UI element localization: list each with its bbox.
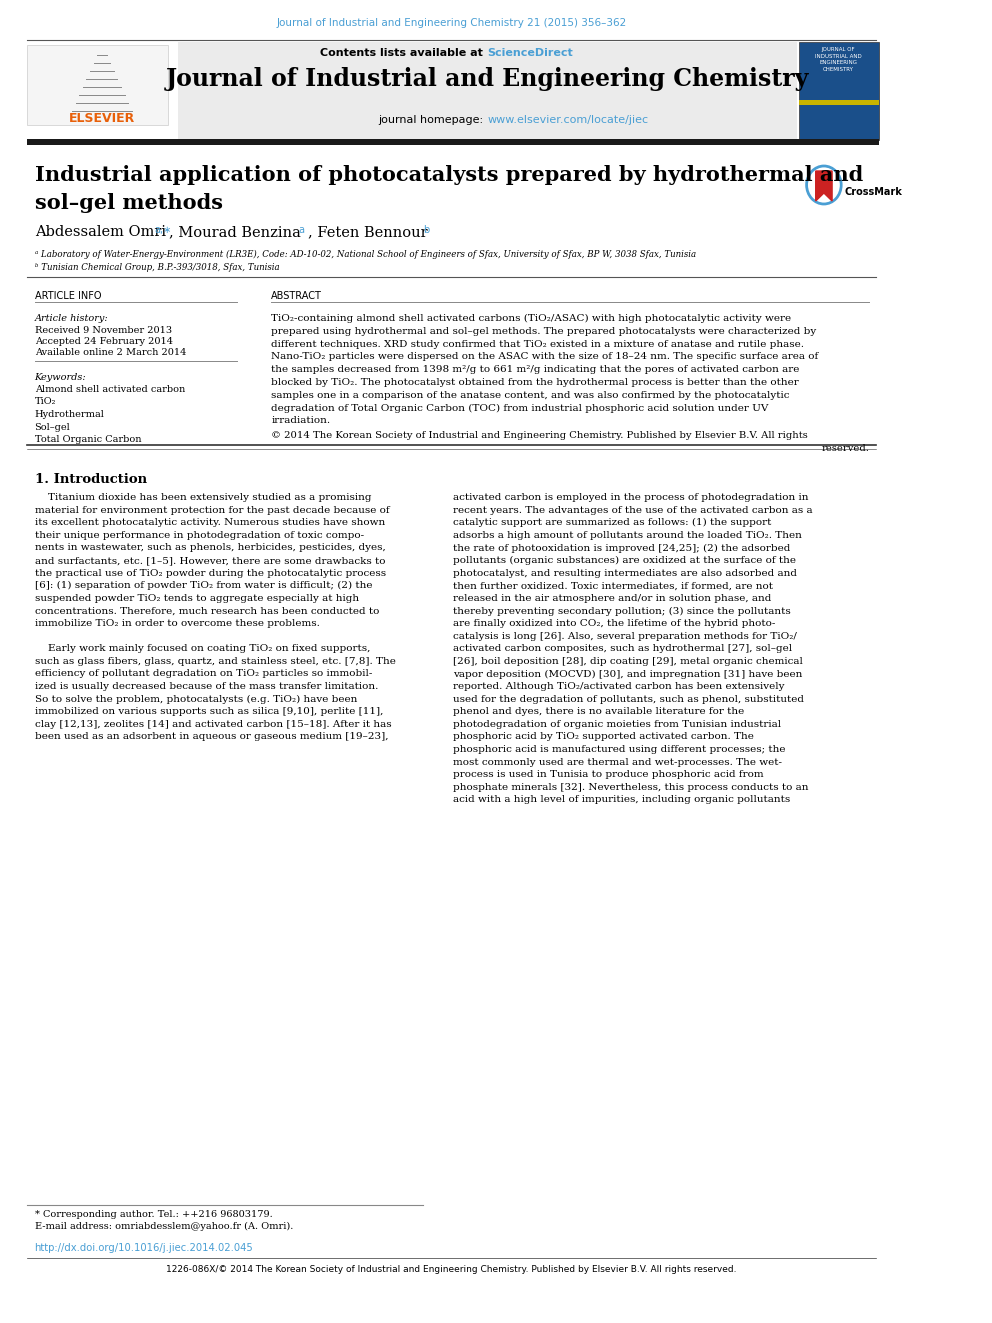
Text: reported. Although TiO₂/activated carbon has been extensively: reported. Although TiO₂/activated carbon…: [453, 681, 785, 691]
Bar: [800, 101, 879, 105]
Text: different techniques. XRD study confirmed that TiO₂ existed in a mixture of anat: different techniques. XRD study confirme…: [271, 340, 805, 348]
Text: thereby preventing secondary pollution; (3) since the pollutants: thereby preventing secondary pollution; …: [453, 606, 792, 615]
Text: then further oxidized. Toxic intermediates, if formed, are not: then further oxidized. Toxic intermediat…: [453, 581, 774, 590]
Text: their unique performance in photodegradation of toxic compo-: their unique performance in photodegrada…: [35, 531, 364, 540]
Bar: [28, 139, 879, 146]
Text: released in the air atmosphere and/or in solution phase, and: released in the air atmosphere and/or in…: [453, 594, 772, 603]
Text: the practical use of TiO₂ powder during the photocatalytic process: the practical use of TiO₂ powder during …: [35, 569, 386, 578]
Text: samples one in a comparison of the anatase content, and was also confirmed by th: samples one in a comparison of the anata…: [271, 390, 790, 400]
Text: such as glass fibers, glass, quartz, and stainless steel, etc. [7,8]. The: such as glass fibers, glass, quartz, and…: [35, 656, 396, 665]
Text: adsorbs a high amount of pollutants around the loaded TiO₂. Then: adsorbs a high amount of pollutants arou…: [453, 531, 803, 540]
Text: ScienceDirect: ScienceDirect: [487, 48, 572, 58]
Text: photodegradation of organic moieties from Tunisian industrial: photodegradation of organic moieties fro…: [453, 720, 782, 729]
Text: reserved.: reserved.: [821, 443, 869, 452]
Text: phosphate minerals [32]. Nevertheless, this process conducts to an: phosphate minerals [32]. Nevertheless, t…: [453, 783, 808, 791]
Text: Sol–gel: Sol–gel: [35, 422, 70, 431]
Circle shape: [809, 169, 838, 201]
Text: acid with a high level of impurities, including organic pollutants: acid with a high level of impurities, in…: [453, 795, 791, 804]
Text: activated carbon is employed in the process of photodegradation in: activated carbon is employed in the proc…: [453, 493, 808, 501]
Text: Available online 2 March 2014: Available online 2 March 2014: [35, 348, 186, 357]
Text: * Corresponding author. Tel.: ++216 96803179.: * Corresponding author. Tel.: ++216 9680…: [35, 1211, 273, 1218]
Text: Early work mainly focused on coating TiO₂ on fixed supports,: Early work mainly focused on coating TiO…: [35, 644, 370, 654]
Text: process is used in Tunisia to produce phosphoric acid from: process is used in Tunisia to produce ph…: [453, 770, 764, 779]
Text: catalytic support are summarized as follows: (1) the support: catalytic support are summarized as foll…: [453, 519, 772, 528]
Text: Accepted 24 February 2014: Accepted 24 February 2014: [35, 337, 173, 347]
Text: ABSTRACT: ABSTRACT: [271, 291, 322, 302]
Text: [26], boil deposition [28], dip coating [29], metal organic chemical: [26], boil deposition [28], dip coating …: [453, 656, 804, 665]
Text: Almond shell activated carbon: Almond shell activated carbon: [35, 385, 185, 394]
Text: pollutants (organic substances) are oxidized at the surface of the: pollutants (organic substances) are oxid…: [453, 556, 797, 565]
Text: immobilize TiO₂ in order to overcome these problems.: immobilize TiO₂ in order to overcome the…: [35, 619, 319, 628]
Text: clay [12,13], zeolites [14] and activated carbon [15–18]. After it has: clay [12,13], zeolites [14] and activate…: [35, 720, 391, 729]
Text: catalysis is long [26]. Also, several preparation methods for TiO₂/: catalysis is long [26]. Also, several pr…: [453, 631, 798, 640]
Text: © 2014 The Korean Society of Industrial and Engineering Chemistry. Published by : © 2014 The Korean Society of Industrial …: [271, 431, 808, 441]
Text: the samples decreased from 1398 m²/g to 661 m²/g indicating that the pores of ac: the samples decreased from 1398 m²/g to …: [271, 365, 800, 374]
Text: TiO₂: TiO₂: [35, 397, 56, 406]
Text: blocked by TiO₂. The photocatalyst obtained from the hydrothermal process is bet: blocked by TiO₂. The photocatalyst obtai…: [271, 378, 799, 388]
Text: recent years. The advantages of the use of the activated carbon as a: recent years. The advantages of the use …: [453, 505, 813, 515]
Bar: [28, 45, 169, 124]
Text: Total Organic Carbon: Total Organic Carbon: [35, 435, 141, 445]
Polygon shape: [815, 171, 832, 201]
Text: a: a: [299, 225, 305, 235]
Text: phosphoric acid is manufactured using different processes; the: phosphoric acid is manufactured using di…: [453, 745, 786, 754]
Text: E-mail address: omriabdesslem@yahoo.fr (A. Omri).: E-mail address: omriabdesslem@yahoo.fr (…: [35, 1222, 293, 1232]
Text: ELSEVIER: ELSEVIER: [68, 112, 135, 124]
Text: , Mourad Benzina: , Mourad Benzina: [170, 225, 302, 239]
Text: material for environment protection for the past decade because of: material for environment protection for …: [35, 505, 389, 515]
Text: [6]: (1) separation of powder TiO₂ from water is difficult; (2) the: [6]: (1) separation of powder TiO₂ from …: [35, 581, 372, 590]
Text: are finally oxidized into CO₂, the lifetime of the hybrid photo-: are finally oxidized into CO₂, the lifet…: [453, 619, 776, 628]
Text: ized is usually decreased because of the mass transfer limitation.: ized is usually decreased because of the…: [35, 681, 378, 691]
Text: been used as an adsorbent in aqueous or gaseous medium [19–23],: been used as an adsorbent in aqueous or …: [35, 733, 388, 741]
Text: http://dx.doi.org/10.1016/j.jiec.2014.02.045: http://dx.doi.org/10.1016/j.jiec.2014.02…: [35, 1244, 253, 1253]
Text: ᵃ Laboratory of Water-Energy-Environment (LR3E), Code: AD-10-02, National School: ᵃ Laboratory of Water-Energy-Environment…: [35, 250, 695, 259]
Text: efficiency of pollutant degradation on TiO₂ particles so immobil-: efficiency of pollutant degradation on T…: [35, 669, 372, 679]
Text: Keywords:: Keywords:: [35, 373, 86, 382]
Text: ᵇ Tunisian Chemical Group, B.P.-393/3018, Sfax, Tunisia: ᵇ Tunisian Chemical Group, B.P.-393/3018…: [35, 263, 279, 273]
Bar: [800, 42, 879, 140]
Text: Titanium dioxide has been extensively studied as a promising: Titanium dioxide has been extensively st…: [35, 493, 371, 501]
Text: Journal of Industrial and Engineering Chemistry 21 (2015) 356–362: Journal of Industrial and Engineering Ch…: [277, 19, 627, 28]
Text: activated carbon composites, such as hydrothermal [27], sol–gel: activated carbon composites, such as hyd…: [453, 644, 793, 654]
Text: concentrations. Therefore, much research has been conducted to: concentrations. Therefore, much research…: [35, 606, 379, 615]
Text: photocatalyst, and resulting intermediates are also adsorbed and: photocatalyst, and resulting intermediat…: [453, 569, 798, 578]
Text: the rate of photooxidation is improved [24,25]; (2) the adsorbed: the rate of photooxidation is improved […: [453, 544, 791, 553]
Text: ARTICLE INFO: ARTICLE INFO: [35, 291, 101, 302]
Text: prepared using hydrothermal and sol–gel methods. The prepared photocatalysts wer: prepared using hydrothermal and sol–gel …: [271, 327, 816, 336]
Text: phenol and dyes, there is no available literature for the: phenol and dyes, there is no available l…: [453, 708, 745, 716]
Text: CrossMark: CrossMark: [845, 187, 903, 197]
Text: Journal of Industrial and Engineering Chemistry: Journal of Industrial and Engineering Ch…: [166, 67, 808, 91]
Text: b: b: [424, 225, 430, 235]
Text: 1. Introduction: 1. Introduction: [35, 474, 147, 486]
Text: www.elsevier.com/locate/jiec: www.elsevier.com/locate/jiec: [487, 115, 648, 124]
Text: nents in wastewater, such as phenols, herbicides, pesticides, dyes,: nents in wastewater, such as phenols, he…: [35, 544, 385, 553]
Text: suspended powder TiO₂ tends to aggregate especially at high: suspended powder TiO₂ tends to aggregate…: [35, 594, 359, 603]
Text: used for the degradation of pollutants, such as phenol, substituted: used for the degradation of pollutants, …: [453, 695, 805, 704]
Text: 1226-086X/© 2014 The Korean Society of Industrial and Engineering Chemistry. Pub: 1226-086X/© 2014 The Korean Society of I…: [167, 1265, 737, 1274]
Bar: [178, 42, 797, 140]
Text: JOURNAL OF
INDUSTRIAL AND
ENGINEERING
CHEMISTRY: JOURNAL OF INDUSTRIAL AND ENGINEERING CH…: [815, 48, 862, 71]
Text: Received 9 November 2013: Received 9 November 2013: [35, 325, 172, 335]
Text: Nano-TiO₂ particles were dispersed on the ASAC with the size of 18–24 nm. The sp: Nano-TiO₂ particles were dispersed on th…: [271, 352, 818, 361]
Text: TiO₂-containing almond shell activated carbons (TiO₂/ASAC) with high photocataly: TiO₂-containing almond shell activated c…: [271, 314, 792, 323]
Text: and surfactants, etc. [1–5]. However, there are some drawbacks to: and surfactants, etc. [1–5]. However, th…: [35, 556, 385, 565]
Text: Abdessalem Omri: Abdessalem Omri: [35, 225, 166, 239]
Text: irradiation.: irradiation.: [271, 417, 330, 426]
Text: degradation of Total Organic Carbon (TOC) from industrial phosphoric acid soluti: degradation of Total Organic Carbon (TOC…: [271, 404, 769, 413]
Text: its excellent photocatalytic activity. Numerous studies have shown: its excellent photocatalytic activity. N…: [35, 519, 385, 527]
Text: Hydrothermal: Hydrothermal: [35, 410, 104, 419]
Text: immobilized on various supports such as silica [9,10], perlite [11],: immobilized on various supports such as …: [35, 708, 383, 716]
Text: journal homepage:: journal homepage:: [378, 115, 487, 124]
Text: sol–gel methods: sol–gel methods: [35, 193, 222, 213]
Text: a,∗: a,∗: [155, 225, 172, 235]
Text: most commonly used are thermal and wet-processes. The wet-: most commonly used are thermal and wet-p…: [453, 758, 783, 766]
Text: vapor deposition (MOCVD) [30], and impregnation [31] have been: vapor deposition (MOCVD) [30], and impre…: [453, 669, 803, 679]
Text: , Feten Bennour: , Feten Bennour: [308, 225, 428, 239]
Text: Article history:: Article history:: [35, 314, 108, 323]
Text: Industrial application of photocatalysts prepared by hydrothermal and: Industrial application of photocatalysts…: [35, 165, 863, 185]
Text: Contents lists available at: Contents lists available at: [320, 48, 487, 58]
Text: phosphoric acid by TiO₂ supported activated carbon. The: phosphoric acid by TiO₂ supported activa…: [453, 733, 754, 741]
Text: So to solve the problem, photocatalysts (e.g. TiO₂) have been: So to solve the problem, photocatalysts …: [35, 695, 357, 704]
